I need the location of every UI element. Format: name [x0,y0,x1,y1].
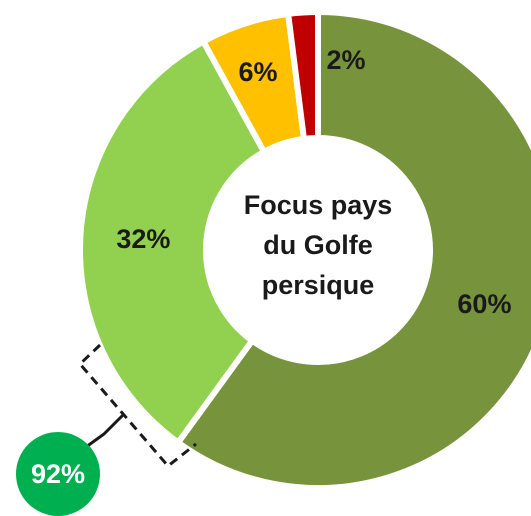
annotation-label: 92% [31,459,85,489]
annotation-badge [16,432,100,516]
slice-label: 6% [238,57,277,87]
donut [77,8,531,491]
center-label: Focus pays [244,190,393,220]
bracket [77,343,197,469]
slice-label: 60% [457,289,511,319]
slice-label: 32% [116,224,170,254]
slice [284,8,321,143]
center-label: du Golfe [263,230,373,260]
slice [77,37,269,447]
center-label: persique [262,270,375,300]
slice [173,8,531,491]
slice-label: 2% [326,45,365,75]
